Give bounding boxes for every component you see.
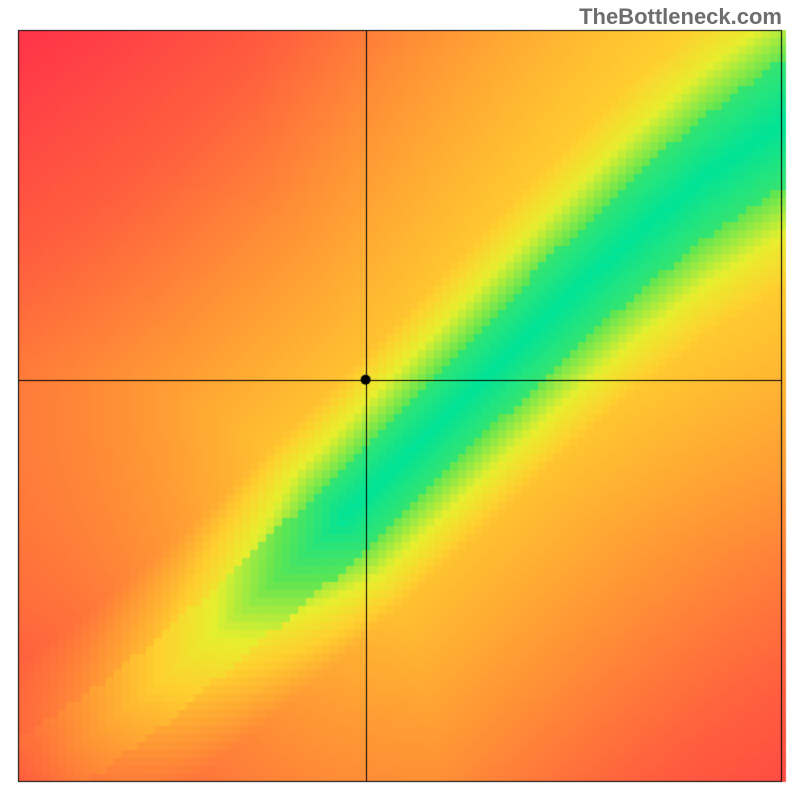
chart-container: TheBottleneck.com (0, 0, 800, 800)
bottleneck-heatmap (0, 0, 800, 800)
watermark-label: TheBottleneck.com (579, 4, 782, 30)
